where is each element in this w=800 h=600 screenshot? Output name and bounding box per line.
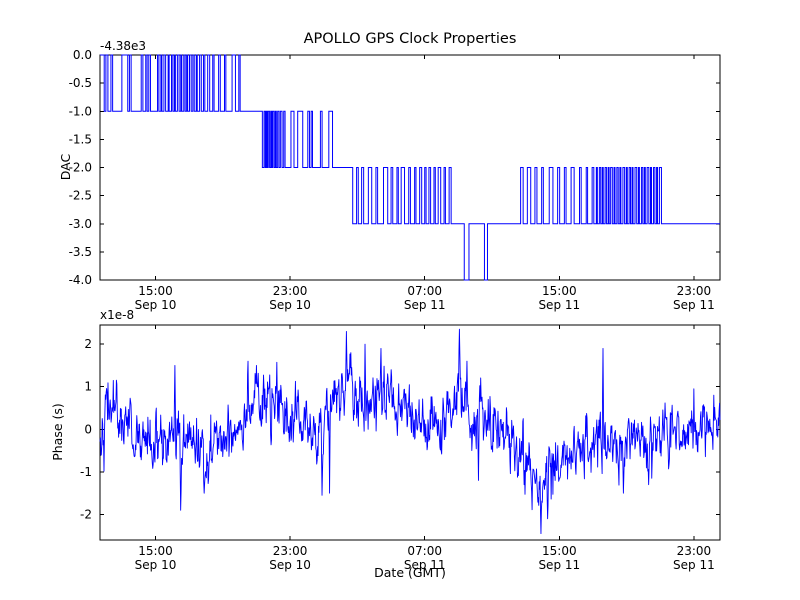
- phase-x-tick-date: Sep 10: [135, 558, 177, 572]
- dac-y-tick-label: -0.5: [69, 76, 92, 90]
- dac-x-tick-time: 23:00: [273, 284, 308, 298]
- phase-y-tick-label: -2: [80, 508, 92, 522]
- dac-y-tick-label: -1.0: [69, 104, 92, 118]
- phase-y-tick-label: 2: [84, 337, 92, 351]
- phase-y-tick-label: 1: [84, 380, 92, 394]
- dac-x-tick-date: Sep 11: [404, 298, 446, 312]
- phase-x-tick-time: 23:00: [273, 544, 308, 558]
- phase-y-axis-label: Phase (s): [50, 403, 65, 461]
- phase-x-tick-time: 23:00: [677, 544, 712, 558]
- dac-y-tick-label: -3.0: [69, 217, 92, 231]
- dac-x-tick-date: Sep 11: [538, 298, 580, 312]
- phase-x-tick-date: Sep 11: [404, 558, 446, 572]
- dac-x-tick-time: 07:00: [407, 284, 442, 298]
- dac-y-tick-label: -2.0: [69, 161, 92, 175]
- dac-y-axis-label: DAC: [58, 153, 73, 181]
- figure-title: APOLLO GPS Clock Properties: [303, 31, 517, 47]
- phase-y-tick-label: 0: [84, 422, 92, 436]
- dac-x-tick-date: Sep 10: [269, 298, 311, 312]
- phase-x-tick-time: 15:00: [138, 544, 173, 558]
- phase-offset-text: x1e-8: [100, 308, 135, 322]
- phase-y-tick-label: -1: [80, 465, 92, 479]
- dac-x-tick-time: 23:00: [677, 284, 712, 298]
- dac-x-tick-time: 15:00: [542, 284, 577, 298]
- dac-offset-text: -4.38e3: [100, 39, 147, 53]
- dac-y-tick-label: 0.0: [73, 48, 92, 62]
- dac-y-tick-label: -2.5: [69, 189, 92, 203]
- phase-x-tick-date: Sep 10: [269, 558, 311, 572]
- phase-x-tick-date: Sep 11: [673, 558, 715, 572]
- phase-x-tick-time: 07:00: [407, 544, 442, 558]
- dac-x-tick-date: Sep 10: [135, 298, 177, 312]
- dac-x-tick-date: Sep 11: [673, 298, 715, 312]
- x-axis-label: Date (GMT): [374, 565, 446, 580]
- phase-x-tick-date: Sep 11: [538, 558, 580, 572]
- phase-x-tick-time: 15:00: [542, 544, 577, 558]
- dac-y-tick-label: -3.5: [69, 245, 92, 259]
- dac-y-tick-label: -4.0: [69, 273, 92, 287]
- dac-series: [100, 54, 720, 281]
- dac-y-tick-label: -1.5: [69, 132, 92, 146]
- phase-series: [99, 328, 721, 535]
- dac-x-tick-time: 15:00: [138, 284, 173, 298]
